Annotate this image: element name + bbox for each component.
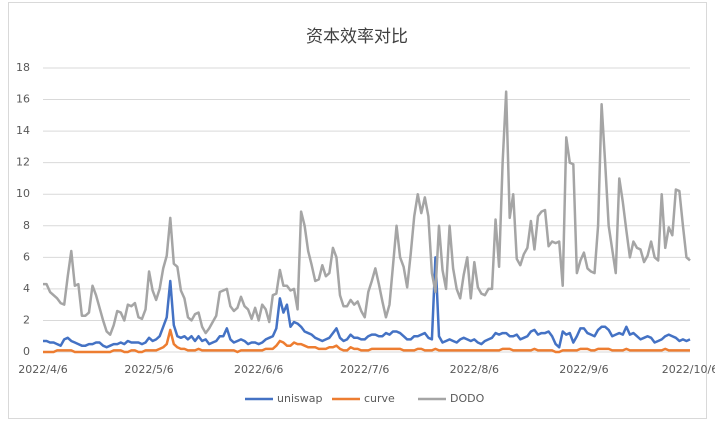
x-tick-label: 2022/10/6 [662, 363, 715, 376]
y-tick-label: 0 [23, 345, 30, 358]
x-tick-label: 2022/4/6 [18, 363, 67, 376]
y-tick-label: 14 [16, 124, 30, 137]
chart-title: 资本效率对比 [306, 27, 408, 47]
y-tick-label: 18 [16, 61, 30, 74]
x-tick-label: 2022/9/6 [559, 363, 608, 376]
y-tick-label: 8 [23, 219, 30, 232]
series-line [43, 256, 691, 349]
series-line [43, 328, 690, 354]
legend-label: DODO [450, 392, 485, 405]
x-tick-label: 2022/5/6 [124, 363, 173, 376]
y-tick-label: 6 [23, 250, 30, 263]
x-tick-label: 2022/7/6 [340, 363, 389, 376]
y-tick-label: 4 [23, 282, 30, 295]
x-tick-label: 2022/8/6 [450, 363, 499, 376]
y-tick-label: 16 [16, 93, 30, 106]
y-tick-label: 2 [23, 313, 30, 326]
legend-label: curve [364, 392, 395, 405]
x-tick-label: 2022/6/6 [234, 363, 283, 376]
chart-frame [8, 2, 707, 419]
legend-label: uniswap [277, 392, 322, 405]
series-line [43, 90, 691, 336]
y-tick-label: 12 [16, 156, 30, 169]
y-tick-label: 10 [16, 187, 30, 200]
